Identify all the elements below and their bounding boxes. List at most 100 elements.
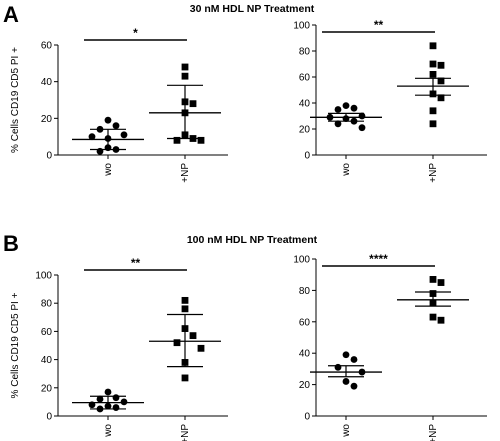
y-tick-label: 0 [46, 412, 52, 423]
y-axis-label: % Cells CD19 CD5 PI + [10, 292, 21, 398]
data-point [342, 102, 350, 109]
y-tick-label: 0 [46, 151, 52, 162]
data-point [429, 299, 437, 307]
data-point [181, 359, 189, 366]
y-tick-label: 60 [41, 41, 53, 52]
data-point [334, 106, 342, 113]
data-point [96, 395, 104, 403]
y-tick-label: 20 [299, 125, 311, 136]
significance-label: **** [369, 252, 388, 266]
data-point [350, 104, 358, 112]
y-tick-label: 20 [41, 114, 53, 125]
data-point [181, 374, 189, 382]
data-point [429, 120, 437, 128]
y-tick-label: 0 [304, 151, 310, 162]
data-point [342, 115, 350, 122]
y-tick-label: 100 [293, 255, 310, 266]
data-point [112, 404, 120, 411]
data-point [104, 388, 112, 396]
data-point [173, 136, 181, 144]
y-tick-label: 60 [41, 327, 53, 338]
data-point [429, 90, 437, 98]
y-tick-label: 20 [299, 380, 311, 391]
data-point [189, 332, 197, 340]
data-point [437, 77, 445, 85]
data-point [112, 146, 120, 153]
data-point [173, 339, 181, 347]
data-point [326, 113, 334, 121]
y-axis-label: % Cells CD19 CD5 PI + [10, 47, 21, 153]
plot-4: 0 20 40 60 80 100 wo +NP **** [293, 252, 487, 441]
x-tick-label: wo [103, 424, 114, 438]
y-tick-label: 80 [41, 299, 53, 310]
y-tick-label: 0 [304, 412, 310, 423]
data-point [437, 61, 445, 69]
data-point [112, 394, 120, 402]
y-tick-label: 60 [299, 73, 311, 84]
data-point [181, 109, 189, 117]
data-point [429, 290, 437, 297]
data-point [181, 98, 189, 106]
y-tick-label: 40 [299, 99, 311, 110]
data-point [88, 133, 96, 141]
data-point [88, 401, 96, 409]
y-tick-label: 20 [41, 383, 53, 394]
data-point [429, 313, 437, 321]
y-tick-label: 40 [299, 349, 311, 360]
x-tick-label: wo [341, 424, 352, 438]
panel-b-title: 100 nM HDL NP Treatment [187, 234, 318, 246]
data-point [350, 382, 358, 390]
plot-2: 0 20 40 60 80 100 wo +NP ** [293, 18, 487, 183]
y-tick-label: 40 [41, 355, 53, 366]
data-point [181, 131, 189, 139]
y-tick-label: 60 [299, 317, 311, 328]
significance-label: * [133, 26, 138, 40]
y-tick-label: 40 [41, 77, 53, 88]
data-point [334, 120, 342, 128]
data-point [429, 71, 437, 78]
data-point [358, 124, 366, 132]
data-point [96, 405, 104, 413]
data-point [429, 42, 437, 50]
data-point [350, 117, 358, 125]
y-tick-label: 100 [293, 21, 310, 32]
panel-b-letter: B [3, 231, 19, 256]
data-point [181, 305, 189, 313]
data-point [197, 344, 205, 352]
data-point [342, 378, 350, 385]
data-point [342, 351, 350, 359]
data-point [96, 147, 104, 155]
data-point [429, 60, 437, 68]
y-tick-label: 80 [299, 47, 311, 58]
data-point [429, 107, 437, 115]
y-tick-label: 100 [35, 271, 52, 282]
data-point [181, 72, 189, 80]
data-point [189, 100, 197, 108]
x-tick-label: wo [103, 163, 114, 177]
x-tick-label: wo [341, 163, 352, 177]
data-point [104, 116, 112, 124]
data-point [429, 276, 437, 283]
data-point [181, 63, 189, 71]
y-tick-label: 80 [299, 286, 311, 297]
x-tick-label: +NP [180, 424, 191, 441]
plot-1: 0 20 40 60 wo +NP % Cells CD19 CD5 PI + * [10, 26, 228, 183]
data-point [350, 356, 358, 363]
x-tick-label: +NP [180, 163, 191, 183]
data-point [120, 131, 128, 139]
data-point [189, 135, 197, 142]
data-point [104, 144, 112, 152]
data-point [358, 368, 366, 376]
significance-label: ** [374, 18, 384, 32]
data-point [104, 402, 112, 410]
data-point [437, 279, 445, 286]
data-point [112, 122, 120, 130]
significance-label: ** [131, 256, 141, 270]
data-point [104, 135, 112, 142]
panel-a-letter: A [3, 2, 19, 27]
plot-3: 0 20 40 60 80 100 wo +NP % Cells CD19 CD5 PI + ** [10, 256, 228, 441]
data-point [120, 398, 128, 406]
data-point [181, 296, 189, 304]
x-tick-label: +NP [428, 424, 439, 441]
data-point [437, 94, 445, 102]
